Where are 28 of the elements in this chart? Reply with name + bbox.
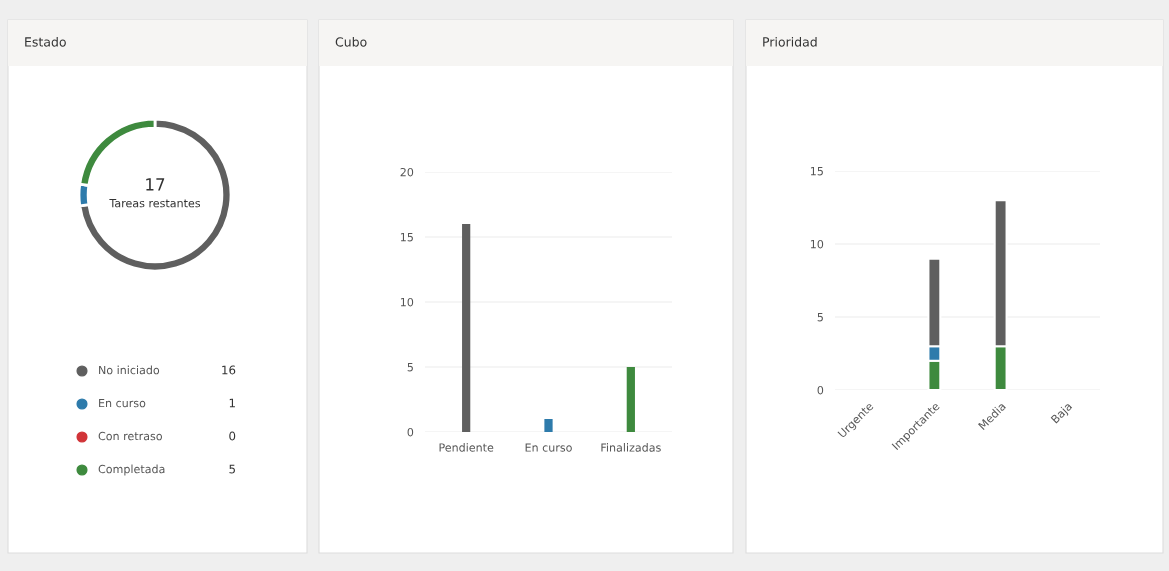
text: Tareas restantes xyxy=(109,199,201,208)
x-tick-label: En curso xyxy=(525,443,572,452)
data-label: 16 xyxy=(222,365,236,375)
y-tick-label: 0 xyxy=(407,427,414,437)
x-tick-label: Pendiente xyxy=(439,443,494,452)
y-tick-label: 15 xyxy=(400,233,413,242)
legend-label: Con retraso xyxy=(98,431,162,441)
bar xyxy=(544,419,553,432)
y-tick-label: 5 xyxy=(407,363,413,372)
legend-label: No iniciado xyxy=(99,365,160,375)
x-tick-label: Finalizadas xyxy=(601,443,661,452)
y-tick-label: 10 xyxy=(810,239,824,249)
text: 17 xyxy=(146,178,165,191)
chart-title: Estado xyxy=(25,36,66,47)
bar xyxy=(626,367,635,432)
bar xyxy=(462,224,471,432)
legend-label: Completada xyxy=(98,464,165,476)
data-label: 1 xyxy=(229,398,235,408)
y-tick-label: 10 xyxy=(400,297,414,307)
y-tick-label: 0 xyxy=(817,385,824,395)
y-tick-label: 5 xyxy=(817,313,823,322)
text: 0 xyxy=(229,431,236,441)
y-tick-label: 20 xyxy=(400,167,414,177)
y-tick-label: 15 xyxy=(810,167,823,176)
chart-title: Cubo xyxy=(335,36,367,47)
data-label: 5 xyxy=(229,464,235,474)
chart-title: Prioridad xyxy=(763,36,817,47)
donut-slice xyxy=(78,117,233,273)
